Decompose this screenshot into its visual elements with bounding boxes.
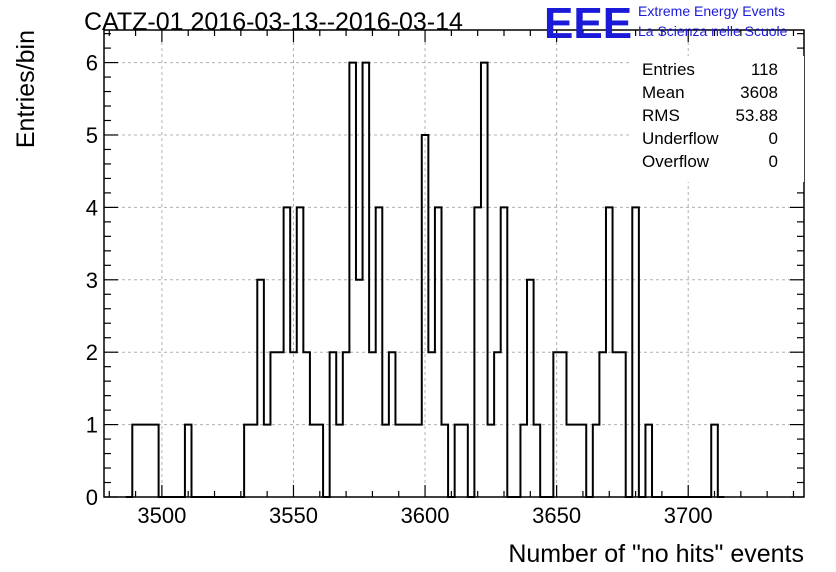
stat-label: Underflow [642, 129, 719, 148]
x-axis-label: Number of "no hits" events [508, 540, 804, 568]
stat-row-entries: Entries 118 [642, 60, 778, 82]
logo-line-1: Extreme Energy Events [638, 3, 786, 19]
statistics-box: Entries 118 Mean 3608 RMS 53.88 Underflo… [632, 56, 804, 182]
svg-text:EEE: EEE [544, 2, 632, 42]
eee-logo: EEE [544, 2, 632, 42]
stat-label: Entries [642, 60, 695, 79]
y-tick-label: 0 [86, 485, 98, 510]
x-axis-ticks: 3500 3550 3600 3650 3700 [108, 30, 795, 528]
stat-value: 53.88 [735, 106, 778, 125]
logo-line-2: La Scienza nelle Scuole [638, 23, 788, 39]
x-tick-label: 3700 [664, 503, 713, 528]
y-tick-label: 1 [86, 413, 98, 438]
y-tick-label: 3 [86, 268, 98, 293]
stat-row-rms: RMS 53.88 [642, 106, 778, 128]
y-tick-label: 5 [86, 123, 98, 148]
stat-label: Mean [642, 83, 685, 102]
stat-row-underflow: Underflow 0 [642, 129, 778, 151]
y-axis-label: Entries/bin [12, 30, 40, 148]
y-tick-label: 6 [86, 51, 98, 76]
stat-value: 0 [768, 152, 778, 171]
stat-label: RMS [642, 106, 680, 125]
stat-label: Overflow [642, 152, 710, 171]
y-tick-label: 4 [86, 195, 98, 220]
stat-value: 0 [768, 129, 778, 148]
x-tick-label: 3550 [269, 503, 318, 528]
stat-value: 118 [750, 60, 778, 79]
chart-title: CATZ-01 2016-03-13--2016-03-14 [84, 8, 463, 36]
grid-lines [104, 30, 804, 497]
stat-row-overflow: Overflow 0 [642, 152, 778, 174]
x-tick-label: 3600 [401, 503, 450, 528]
y-tick-label: 2 [86, 340, 98, 365]
x-tick-label: 3650 [532, 503, 581, 528]
plot-frame [103, 29, 805, 498]
histogram-series [125, 61, 725, 498]
stat-row-mean: Mean 3608 [642, 83, 778, 105]
x-tick-label: 3500 [137, 503, 186, 528]
stat-value: 3608 [740, 83, 778, 102]
